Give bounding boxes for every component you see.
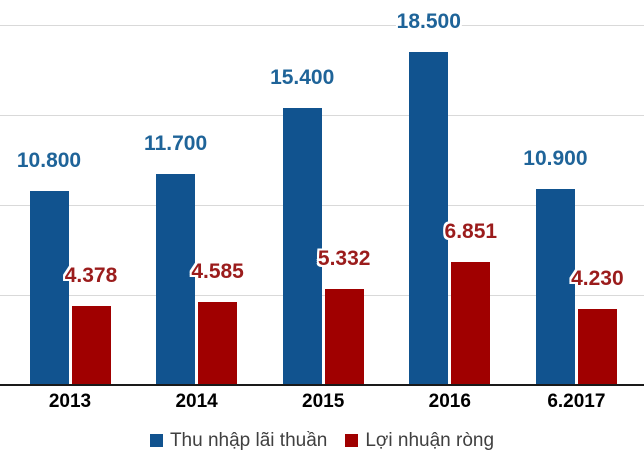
legend-item: Lợi nhuận ròng [345,431,494,450]
value-label: 15.400 [270,65,335,89]
bar [324,289,364,385]
gridline [0,205,644,206]
bar [29,190,69,385]
gridline [0,115,644,116]
x-tick-label: 2016 [428,391,471,412]
x-tick-label: 2013 [48,391,92,412]
value-label: 18.500 [396,10,461,33]
x-axis-line [0,384,644,386]
bar [451,261,491,385]
value-label: 10.900 [523,146,588,170]
legend-swatch-icon [345,433,359,447]
value-label: 4.585 [191,260,244,284]
bar [71,306,111,385]
legend-label: Thu nhập lãi thuần [169,429,328,451]
x-tick-label: 2014 [175,391,218,412]
value-label: 4.378 [64,264,118,288]
bar [282,107,322,385]
value-label: 10.800 [16,148,82,172]
bar [535,188,575,385]
gridline [0,25,644,26]
legend-swatch-icon [149,433,163,447]
value-label: 11.700 [144,132,208,156]
gridline [0,295,644,296]
legend-item: Thu nhập lãi thuần [149,429,328,451]
x-tick-label: 2015 [302,391,345,412]
x-tick-label: 6.2017 [547,391,606,412]
bar [156,174,196,385]
legend: Thu nhập lãi thuần Lợi nhuận ròng [0,426,644,454]
bar [577,308,617,385]
bar [409,52,449,385]
value-label: 4.230 [571,266,624,290]
legend-label: Lợi nhuận ròng [365,429,495,451]
bar [198,302,238,385]
value-label: 5.332 [317,247,371,271]
value-label: 6.851 [444,219,498,243]
